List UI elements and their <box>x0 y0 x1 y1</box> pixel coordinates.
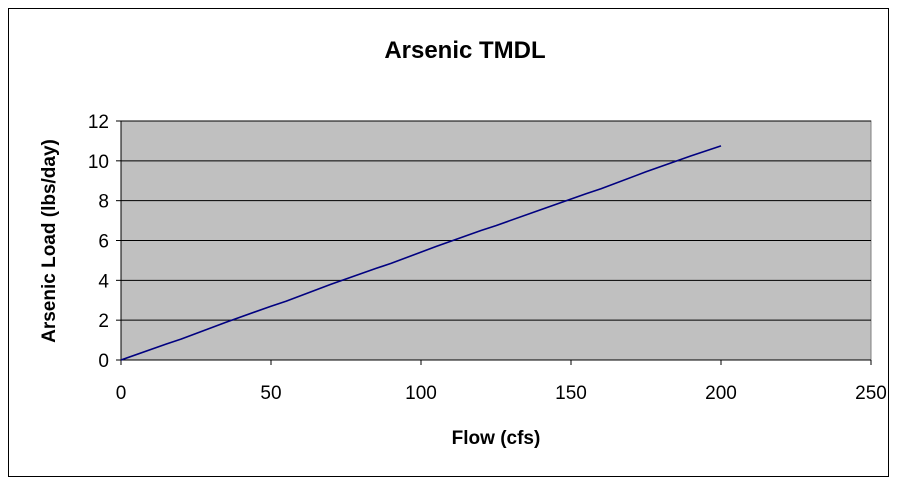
gridlines <box>121 120 871 321</box>
y-tick-label: 0 <box>98 351 109 372</box>
y-tick-label: 6 <box>98 232 109 253</box>
y-tick-label: 8 <box>98 192 109 213</box>
y-tick-labels: 0 2 4 6 8 10 12 <box>88 112 110 372</box>
x-tick-label: 250 <box>855 383 887 404</box>
x-tick-label: 50 <box>260 383 281 404</box>
x-tick-label: 100 <box>405 383 437 404</box>
y-tick-label: 10 <box>88 152 109 173</box>
x-tick-labels: 0 50 100 150 200 250 <box>116 383 887 404</box>
y-tick-label: 4 <box>98 271 109 292</box>
chart-title: Arsenic TMDL <box>384 37 545 64</box>
series-line-0 <box>120 145 722 361</box>
y-tick-label: 12 <box>88 112 109 133</box>
x-tick-label: 200 <box>705 383 737 404</box>
x-tick-label: 150 <box>555 383 587 404</box>
x-axis-title: Flow (cfs) <box>452 428 541 449</box>
axes <box>116 120 872 365</box>
x-tick-label: 0 <box>116 383 127 404</box>
series-group <box>120 145 722 361</box>
y-tick-label: 2 <box>98 311 109 332</box>
y-axis-title: Arsenic Load (lbs/day) <box>39 139 60 343</box>
